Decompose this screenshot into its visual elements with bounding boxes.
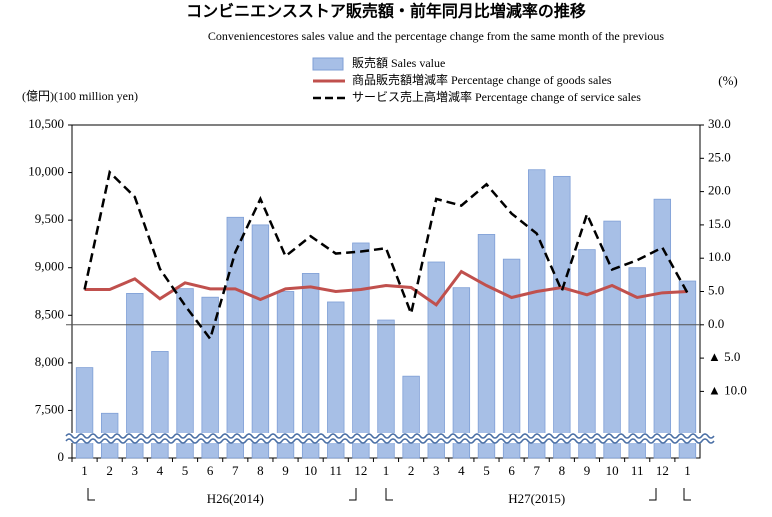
x-tick-label: 6 <box>207 463 214 478</box>
bar <box>477 234 496 459</box>
bar <box>176 288 194 459</box>
x-tick-label: 2 <box>106 463 113 478</box>
bar <box>678 280 697 459</box>
bar <box>151 351 169 459</box>
bar <box>427 261 445 459</box>
line-series <box>83 169 689 342</box>
bar <box>628 267 646 459</box>
bar <box>201 296 219 459</box>
legend-label: サービス売上高増減率 Percentage change of service … <box>352 89 641 104</box>
y2-tick-label: 30.0 <box>708 116 731 131</box>
x-tick-label: 5 <box>483 463 490 478</box>
y2-tick-label: 20.0 <box>708 183 731 198</box>
bar <box>352 242 370 459</box>
x-tick-label: 11 <box>329 463 342 478</box>
bar <box>251 224 270 459</box>
y2-tick-label: 10.0 <box>708 249 731 264</box>
x-tick-label: 11 <box>631 463 644 478</box>
bar <box>126 293 144 459</box>
legend-label: 商品販売額増減率 Percentage change of goods sale… <box>352 72 612 87</box>
x-tick-label: 10 <box>304 463 317 478</box>
x-tick-label: 2 <box>408 463 415 478</box>
axis-break <box>65 433 715 439</box>
bar <box>402 375 420 459</box>
bar <box>452 287 471 459</box>
line-series <box>84 269 688 307</box>
y2-tick-label: 5.0 <box>708 282 724 297</box>
x-tick-label: 4 <box>157 463 164 478</box>
x-tick-label: 10 <box>606 463 619 478</box>
chart-subtitle: Conveniencestores sales value and the pe… <box>208 29 665 43</box>
x-tick-label: 12 <box>354 463 367 478</box>
group-label: H26(2014) <box>207 491 264 506</box>
x-tick-label: 8 <box>257 463 264 478</box>
bar <box>502 258 521 459</box>
x-tick-label: 3 <box>132 463 139 478</box>
bar <box>327 301 345 459</box>
y2-tick-label: ▲ 10.0 <box>708 382 747 397</box>
y-tick-label: 7,500 <box>35 401 64 416</box>
y-tick-label: 0 <box>58 449 65 464</box>
y2-tick-label: 25.0 <box>708 149 731 164</box>
y-axis-label: (億円)(100 million yen) <box>22 89 138 103</box>
bar <box>653 198 672 459</box>
x-tick-label: 7 <box>533 463 540 478</box>
chart-title: コンビニエンスストア販売額・前年同月比増減率の推移 <box>186 2 586 21</box>
y-tick-label: 9,500 <box>35 211 64 226</box>
x-tick-label: 4 <box>458 463 465 478</box>
y-tick-label: 8,000 <box>35 354 64 369</box>
x-tick-label: 3 <box>433 463 440 478</box>
x-tick-label: 5 <box>182 463 189 478</box>
bar <box>528 169 546 459</box>
bar <box>603 220 621 459</box>
x-tick-label: 12 <box>656 463 669 478</box>
x-tick-label: 1 <box>383 463 390 478</box>
x-tick-label: 8 <box>559 463 566 478</box>
bar <box>553 175 571 459</box>
y-tick-label: 9,000 <box>35 259 64 274</box>
y2-axis-label: (%) <box>718 73 738 88</box>
y2-tick-label: 15.0 <box>708 216 731 231</box>
bar <box>276 291 295 459</box>
x-tick-label: 9 <box>282 463 289 478</box>
x-tick-label: 6 <box>508 463 515 478</box>
legend-swatch <box>312 57 344 71</box>
x-tick-label: 1 <box>684 463 691 478</box>
legend-label: 販売額 Sales value <box>352 55 445 70</box>
x-tick-label: 9 <box>584 463 591 478</box>
y2-tick-label: ▲ 5.0 <box>708 349 740 364</box>
y-tick-label: 10,500 <box>28 116 64 131</box>
bar <box>377 319 395 459</box>
group-label: H27(2015) <box>508 491 565 506</box>
axis-break <box>65 438 715 444</box>
bar <box>301 273 320 459</box>
bar <box>75 367 94 459</box>
y-tick-label: 8,500 <box>35 306 64 321</box>
bar <box>578 249 596 459</box>
bar <box>226 216 244 459</box>
x-tick-label: 7 <box>232 463 239 478</box>
y-tick-label: 10,000 <box>28 164 64 179</box>
y2-tick-label: 0.0 <box>708 316 724 331</box>
period-brackets <box>87 488 691 501</box>
x-tick-label: 1 <box>81 463 88 478</box>
